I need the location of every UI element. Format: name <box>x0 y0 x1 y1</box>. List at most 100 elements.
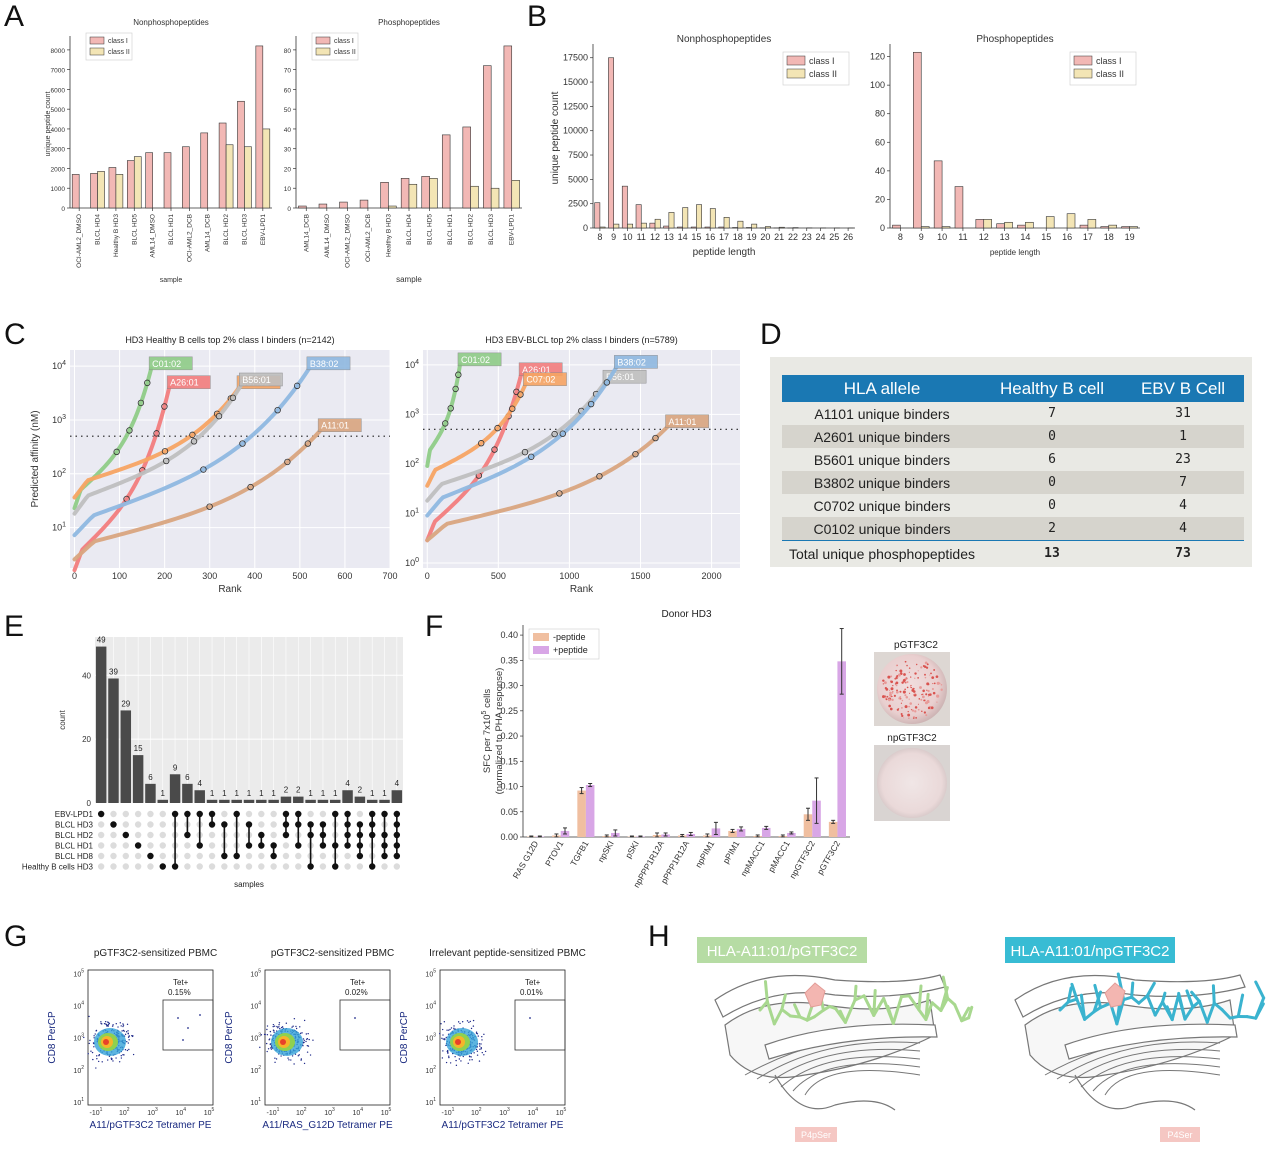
elispot-spot <box>895 684 898 687</box>
elispot-spot <box>930 672 932 675</box>
x-tick-label: BLCL HD5 <box>131 214 138 245</box>
peptide-sidechain <box>1236 993 1245 1019</box>
matrix-dot-filled <box>393 831 401 839</box>
bar-class-i <box>359 199 369 209</box>
elispot-spot <box>882 695 885 699</box>
flow-event <box>298 1054 300 1056</box>
elispot-spot <box>902 690 906 694</box>
matrix-dot-filled <box>245 821 253 828</box>
bar-count-label: 29 <box>121 699 130 708</box>
y-tick-label: 0.15 <box>500 756 518 766</box>
elispot-spot <box>931 688 934 691</box>
allele-label: B38:02 <box>617 357 646 367</box>
flow-event <box>466 1020 469 1022</box>
bar-class-i <box>1079 224 1089 229</box>
matrix-dot-filled <box>295 810 302 818</box>
flow-event <box>440 1023 442 1025</box>
elispot-spot <box>936 701 938 703</box>
flow-event <box>303 1039 305 1042</box>
allele-label: B38:02 <box>310 359 339 369</box>
flow-event <box>121 1030 123 1032</box>
flow-event <box>469 1059 471 1061</box>
flow-event <box>118 1061 121 1063</box>
bar-count-label: 4 <box>345 779 350 788</box>
x-tick-label: 12 <box>650 232 660 242</box>
x-tick-label: 0 <box>425 571 430 581</box>
matrix-dot-filled <box>369 831 376 839</box>
tet-gate <box>162 999 214 1051</box>
flow-event <box>97 1060 100 1063</box>
phospho-point <box>189 431 196 439</box>
elispot-spot <box>913 693 917 697</box>
series-curve-C01:02 <box>425 362 462 468</box>
bar-class-ii <box>920 226 930 229</box>
matrix-dot-filled <box>344 842 351 849</box>
bar-count-label: 6 <box>148 773 153 782</box>
allele-label-bg <box>614 355 658 369</box>
table-cell: Total unique phosphopeptides <box>782 540 982 566</box>
peptide-stick <box>1212 1001 1224 1012</box>
x-axis-label: peptide length <box>990 248 1040 257</box>
beta-strand <box>804 1070 921 1096</box>
elispot-spot <box>911 709 913 711</box>
flow-event <box>90 1050 92 1052</box>
matrix-dot-filled <box>208 821 216 828</box>
y-tick-label: 0.05 <box>500 807 518 817</box>
panel-letter-e: E <box>4 610 25 643</box>
peptide-sidechain <box>1190 990 1201 1003</box>
flow-event <box>354 1017 356 1019</box>
upset-bar <box>379 799 390 803</box>
x-tick-label: 105 <box>381 1107 392 1117</box>
series-curve-A11:01 <box>72 428 323 562</box>
flow-event <box>115 1057 117 1059</box>
y-tick-label: 0 <box>880 223 885 233</box>
x-tick-label: OCI-AML2_DMSO <box>76 214 83 268</box>
flow-event <box>267 1048 270 1050</box>
flow-event <box>104 1020 107 1023</box>
y-tick-label: 10 <box>284 186 292 193</box>
y-axis-label: CD8 PerCP <box>47 1011 58 1064</box>
flow-event <box>107 1024 110 1026</box>
bar-class-i <box>218 122 227 209</box>
beta-strand <box>1092 1063 1221 1092</box>
bar-class-ii <box>115 174 124 209</box>
series-curve-C07:02 <box>425 382 528 488</box>
x-tick-label: BLCL HD4 <box>406 214 413 245</box>
chart-title: HD3 Healthy B cells top 2% class I binde… <box>125 335 334 345</box>
upset-bar <box>280 796 292 803</box>
x-tick-label: 500 <box>292 571 307 581</box>
x-tick-label: 300 <box>202 571 217 581</box>
x-tick-label: 15 <box>1041 232 1051 242</box>
flow-event <box>88 1042 90 1045</box>
x-tick-label: 16 <box>1062 232 1072 242</box>
elispot-spot <box>889 691 892 695</box>
alpha-helix-2 <box>764 1023 938 1060</box>
tet-gate <box>514 999 566 1051</box>
matrix-dot-empty <box>97 863 105 870</box>
elispot-spot <box>910 686 912 689</box>
series-curve-B56:01 <box>72 382 244 516</box>
elispot-spot <box>889 707 893 711</box>
bar-pos-peptide <box>736 828 746 837</box>
x-tick-label: 0 <box>72 571 77 581</box>
x-tick-label: 8 <box>597 232 602 242</box>
table-cell: 31 <box>1175 406 1191 421</box>
elispot-spot <box>885 698 888 701</box>
panel-letter-f: F <box>425 610 444 643</box>
table-row: A1101 unique binders 7 31 <box>782 402 1244 425</box>
flow-event <box>288 1059 290 1061</box>
bar-class-i <box>421 176 430 209</box>
phospho-point <box>632 450 639 458</box>
peptide-stick <box>1058 1000 1070 1012</box>
matrix-dot-filled <box>393 810 401 818</box>
phospho-point <box>215 412 223 420</box>
elispot-spot <box>908 667 911 669</box>
x-tick-label: 9 <box>611 232 616 242</box>
x-tick-label: PTOV1 <box>543 839 566 868</box>
peptide-stick <box>1145 994 1157 1017</box>
chart-b-nonphospho: Nonphosphopeptides 0 2500 5000 7500 10000 1250… <box>550 34 855 258</box>
matrix-dot-filled <box>393 842 401 849</box>
chart-title: Phosphopeptides <box>976 34 1053 45</box>
elispot-spot <box>917 703 919 705</box>
bar-class-ii <box>709 208 716 229</box>
